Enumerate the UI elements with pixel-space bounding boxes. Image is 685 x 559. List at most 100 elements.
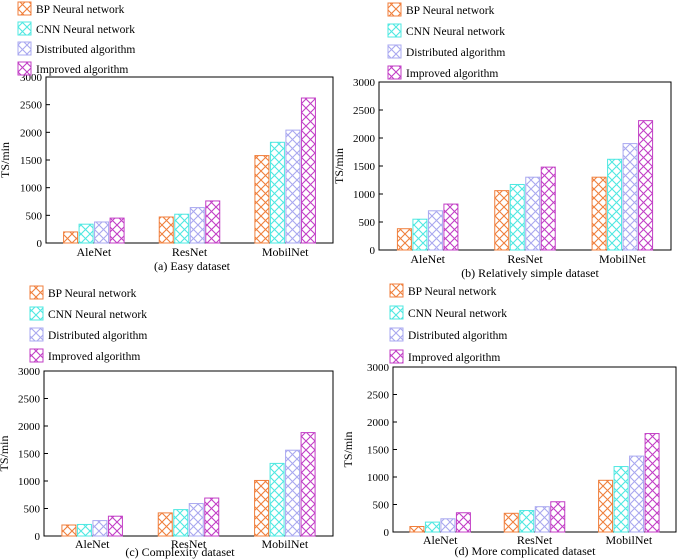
y-axis-title: TS/min xyxy=(341,431,355,467)
bar-bp-neural-network-resnet xyxy=(158,216,174,244)
y-tick-label: 2000 xyxy=(20,127,43,139)
category-label: ResNet xyxy=(517,533,553,547)
y-axis-title: TS/min xyxy=(332,148,346,184)
legend: BP Neural network CNN Neural network Distr… xyxy=(17,1,135,76)
category-label: AleNet xyxy=(75,537,110,551)
bar-distributed-algorithm-resnet xyxy=(189,207,205,244)
bar-distributed-algorithm-alenet xyxy=(427,210,443,251)
bar-cnn-neural-network-alenet xyxy=(424,521,440,533)
bar-improved-algorithm-mobilnet xyxy=(638,120,654,251)
category-label: MobilNet xyxy=(605,533,652,547)
y-tick-label: 500 xyxy=(373,500,390,512)
chart-title: (d) More complicated dataset xyxy=(455,544,597,558)
y-tick-label: 3000 xyxy=(18,366,41,378)
y-tick-label: 500 xyxy=(359,217,376,229)
bar-cnn-neural-network-resnet xyxy=(173,509,189,537)
bar-distributed-algorithm-resnet xyxy=(534,506,550,533)
category-label: ResNet xyxy=(171,537,207,551)
chart-title: (b) Relatively simple dataset xyxy=(461,266,599,280)
chart-panel-c: 0 500 1000 1500 2000 2500 3000 TS/min AleNet ResN… xyxy=(0,285,334,559)
y-tick-label: 3000 xyxy=(367,362,390,374)
bar-improved-algorithm-alenet xyxy=(107,515,123,537)
y-tick-label: 0 xyxy=(35,531,41,543)
bar-improved-algorithm-resnet xyxy=(205,200,221,244)
legend-label-bp-neural-network: BP Neural network xyxy=(406,5,495,17)
legend-label-cnn-neural-network: CNN Neural network xyxy=(48,309,147,321)
legend-swatch-distributed-algorithm xyxy=(29,327,44,342)
legend-label-bp-neural-network: BP Neural network xyxy=(36,4,125,16)
y-tick-label: 2500 xyxy=(353,105,376,117)
chart-title: (c) Complexity dataset xyxy=(125,545,235,559)
legend-label-improved-algorithm: Improved algorithm xyxy=(406,68,498,80)
bar-cnn-neural-network-mobilnet xyxy=(607,158,623,251)
y-tick-label: 1500 xyxy=(367,445,390,457)
y-tick-label: 2000 xyxy=(367,417,390,429)
y-tick-label: 2500 xyxy=(367,390,390,402)
bar-improved-algorithm-alenet xyxy=(109,217,125,244)
bar-bp-neural-network-mobilnet xyxy=(254,479,270,537)
bar-cnn-neural-network-alenet xyxy=(78,223,94,244)
legend-swatch-cnn-neural-network xyxy=(387,23,402,38)
legend-label-bp-neural-network: BP Neural network xyxy=(48,288,137,300)
bar-improved-algorithm-mobilnet xyxy=(300,97,316,244)
legend-label-improved-algorithm: Improved algorithm xyxy=(408,352,500,364)
legend-label-bp-neural-network: BP Neural network xyxy=(408,286,497,298)
bar-cnn-neural-network-mobilnet xyxy=(269,462,285,537)
y-tick-label: 0 xyxy=(384,527,390,539)
category-label: MobilNet xyxy=(261,537,308,551)
bar-improved-algorithm-resnet xyxy=(204,497,220,537)
y-tick-label: 1000 xyxy=(353,189,376,201)
legend-swatch-bp-neural-network xyxy=(29,285,44,300)
legend-label-cnn-neural-network: CNN Neural network xyxy=(406,26,505,38)
y-tick-label: 500 xyxy=(24,504,41,516)
bar-distributed-algorithm-alenet xyxy=(94,221,110,244)
bar-bp-neural-network-alenet xyxy=(409,526,425,533)
legend-label-distributed-algorithm: Distributed algorithm xyxy=(406,47,505,59)
bar-bp-neural-network-mobilnet xyxy=(254,155,270,244)
legend-label-cnn-neural-network: CNN Neural network xyxy=(36,24,135,36)
y-axis-title: TS/min xyxy=(0,142,12,178)
bar-improved-algorithm-mobilnet xyxy=(644,433,660,533)
legend-swatch-bp-neural-network xyxy=(389,283,404,298)
bar-improved-algorithm-alenet xyxy=(455,512,471,533)
category-label: MobilNet xyxy=(262,245,309,259)
category-label: MobilNet xyxy=(599,252,646,266)
y-tick-label: 2000 xyxy=(353,133,376,145)
category-label: AleNet xyxy=(410,252,445,266)
bar-improved-algorithm-alenet xyxy=(443,203,459,251)
y-tick-label: 1000 xyxy=(20,183,43,195)
legend-swatch-distributed-algorithm xyxy=(387,44,402,59)
bar-distributed-algorithm-alenet xyxy=(440,518,456,533)
bar-improved-algorithm-resnet xyxy=(540,166,556,251)
y-tick-label: 2500 xyxy=(20,100,43,112)
bar-distributed-algorithm-resnet xyxy=(525,176,541,251)
bar-distributed-algorithm-mobilnet xyxy=(285,449,301,537)
chart-panel-b: 0 500 1000 1500 2000 2500 3000 TS/min AleNet ResN… xyxy=(332,2,672,280)
y-tick-label: 500 xyxy=(26,210,43,222)
bar-distributed-algorithm-mobilnet xyxy=(629,455,645,533)
bar-cnn-neural-network-alenet xyxy=(412,218,428,251)
chart-panel-d: 0 500 1000 1500 2000 2500 3000 TS/min AleNet ResN… xyxy=(341,283,677,558)
legend-swatch-improved-algorithm xyxy=(17,61,32,76)
chart-title: (a) Easy dataset xyxy=(154,259,231,273)
legend-swatch-bp-neural-network xyxy=(387,2,402,17)
bar-bp-neural-network-alenet xyxy=(61,524,77,537)
legend-label-distributed-algorithm: Distributed algorithm xyxy=(48,330,147,342)
bar-distributed-algorithm-alenet xyxy=(92,520,108,537)
category-label: AleNet xyxy=(77,245,112,259)
legend-swatch-improved-algorithm xyxy=(389,349,404,364)
legend: BP Neural network CNN Neural network Distr… xyxy=(389,283,507,364)
category-label: AleNet xyxy=(423,533,458,547)
legend-label-cnn-neural-network: CNN Neural network xyxy=(408,308,507,320)
bar-distributed-algorithm-mobilnet xyxy=(285,129,301,244)
legend-label-distributed-algorithm: Distributed algorithm xyxy=(36,44,135,56)
legend: BP Neural network CNN Neural network Distr… xyxy=(387,2,505,80)
y-tick-label: 2500 xyxy=(18,394,41,406)
bar-distributed-algorithm-resnet xyxy=(188,503,204,537)
legend-swatch-cnn-neural-network xyxy=(389,305,404,320)
y-tick-label: 0 xyxy=(37,238,43,250)
bar-improved-algorithm-mobilnet xyxy=(300,432,316,537)
legend-swatch-distributed-algorithm xyxy=(389,327,404,342)
bar-bp-neural-network-alenet xyxy=(396,228,412,251)
